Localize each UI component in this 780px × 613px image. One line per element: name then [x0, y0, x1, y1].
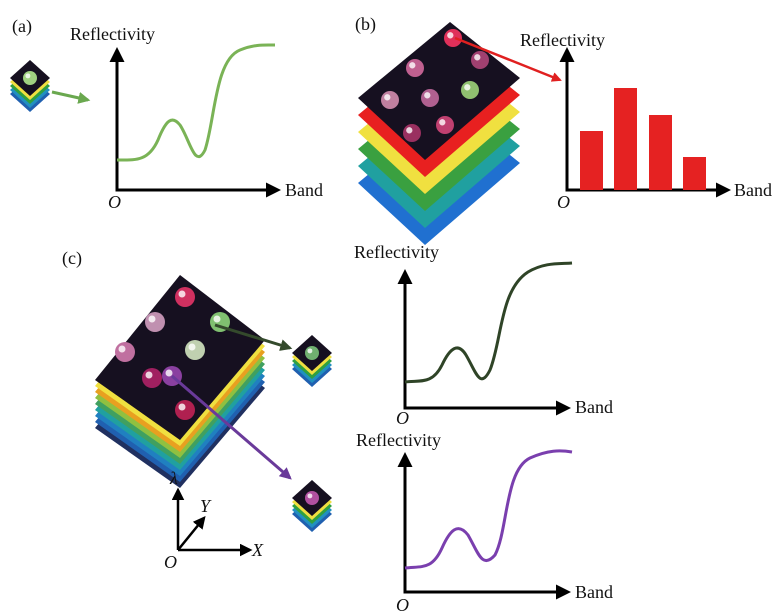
highlight: [166, 370, 173, 377]
axes: [405, 272, 568, 408]
reflectivity-curve: [117, 45, 275, 160]
highlight: [384, 94, 390, 100]
spectrum-bars: [580, 88, 706, 190]
highlight: [214, 316, 221, 323]
axes: [405, 455, 568, 592]
page: (a) Reflectivity Band O (b) Reflectivity…: [0, 0, 780, 613]
bar: [683, 157, 706, 190]
highlight: [439, 119, 445, 125]
bar: [649, 115, 672, 190]
pixel: [23, 71, 37, 85]
origin-label: O: [396, 595, 409, 613]
panel-label: (a): [12, 16, 32, 37]
panel-label: (b): [355, 14, 376, 35]
pixel: [305, 346, 319, 360]
y-axis-label: Reflectivity: [70, 24, 155, 44]
highlight: [406, 127, 412, 133]
coordinate-axes: [178, 490, 250, 550]
axes: [117, 50, 278, 190]
pixel: [471, 51, 489, 69]
pixel: [461, 81, 479, 99]
y-axis-label: Reflectivity: [354, 242, 439, 262]
highlight: [409, 62, 415, 68]
origin-label: O: [108, 192, 121, 212]
pixel: [142, 368, 162, 388]
highlight: [464, 84, 470, 90]
x-axis-label: Band: [575, 397, 613, 417]
highlight: [474, 54, 480, 60]
x-axis-label: Band: [575, 582, 613, 602]
pixel: [436, 116, 454, 134]
highlight: [307, 348, 312, 353]
highlight: [146, 372, 153, 379]
figure: (a) Reflectivity Band O (b) Reflectivity…: [0, 0, 780, 613]
arrow: [52, 92, 88, 100]
origin-label: O: [396, 408, 409, 428]
axis-label: λ: [169, 468, 178, 488]
reflectivity-curve: [405, 263, 572, 382]
pixel: [145, 312, 165, 332]
bar: [614, 88, 637, 190]
pixel: [421, 89, 439, 107]
pixel: [185, 340, 205, 360]
y-axis-label: Reflectivity: [356, 430, 441, 450]
pixel: [305, 491, 319, 505]
pixel: [406, 59, 424, 77]
highlight: [424, 92, 430, 98]
bar: [580, 131, 603, 190]
y-axis-label: Reflectivity: [520, 30, 605, 50]
highlight: [179, 404, 186, 411]
reflectivity-curve: [405, 451, 572, 568]
pixel: [444, 29, 462, 47]
axis-label: X: [251, 540, 264, 560]
highlight: [307, 493, 312, 498]
highlight: [179, 291, 186, 298]
origin-label: O: [557, 192, 570, 212]
panel-label: (c): [62, 248, 82, 269]
highlight: [447, 32, 453, 38]
pixel: [403, 124, 421, 142]
pixel: [175, 287, 195, 307]
highlight: [189, 344, 196, 351]
axis-label: O: [164, 552, 177, 572]
highlight: [119, 346, 126, 353]
pixel: [381, 91, 399, 109]
highlight: [25, 73, 30, 78]
axis: [178, 518, 204, 550]
x-axis-label: Band: [285, 180, 323, 200]
axis-label: Y: [200, 496, 212, 516]
pixel: [175, 400, 195, 420]
highlight: [149, 316, 156, 323]
x-axis-label: Band: [734, 180, 772, 200]
pixel: [115, 342, 135, 362]
